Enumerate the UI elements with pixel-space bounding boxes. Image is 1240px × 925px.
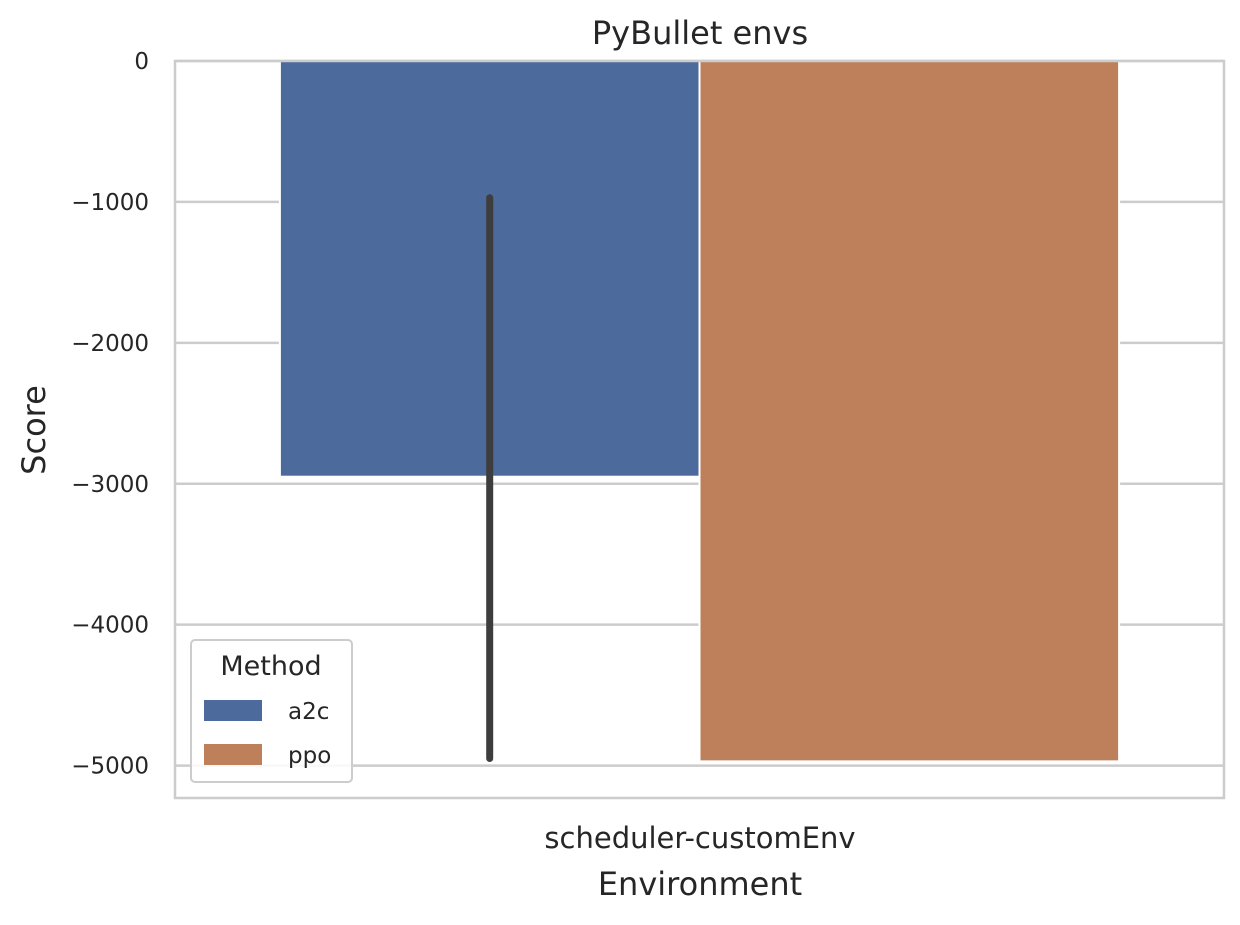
y-axis-label: Score [15, 385, 53, 475]
legend: Method a2c ppo [190, 639, 353, 783]
y-tick-label: −2000 [71, 331, 149, 357]
y-tick-label: 0 [134, 49, 149, 75]
legend-label-ppo: ppo [288, 743, 331, 769]
y-tick-label: −5000 [71, 754, 149, 780]
bar-ppo [698, 60, 1121, 763]
y-tick-label: −1000 [71, 190, 149, 216]
y-tick-labels: 0 −1000 −2000 −3000 −4000 −5000 [71, 49, 149, 780]
legend-swatch-ppo [204, 744, 262, 765]
plot-frame [173, 59, 1226, 800]
legend-title: Method [220, 651, 321, 682]
y-tick-label: −3000 [71, 472, 149, 498]
legend-label-a2c: a2c [288, 699, 329, 725]
x-tick-label: scheduler-customEnv [544, 821, 855, 855]
x-axis-label: Environment [598, 865, 802, 903]
bars [278, 60, 1121, 763]
chart-title: PyBullet envs [592, 14, 808, 52]
y-tick-label: −4000 [71, 613, 149, 639]
legend-swatch-a2c [204, 700, 262, 721]
